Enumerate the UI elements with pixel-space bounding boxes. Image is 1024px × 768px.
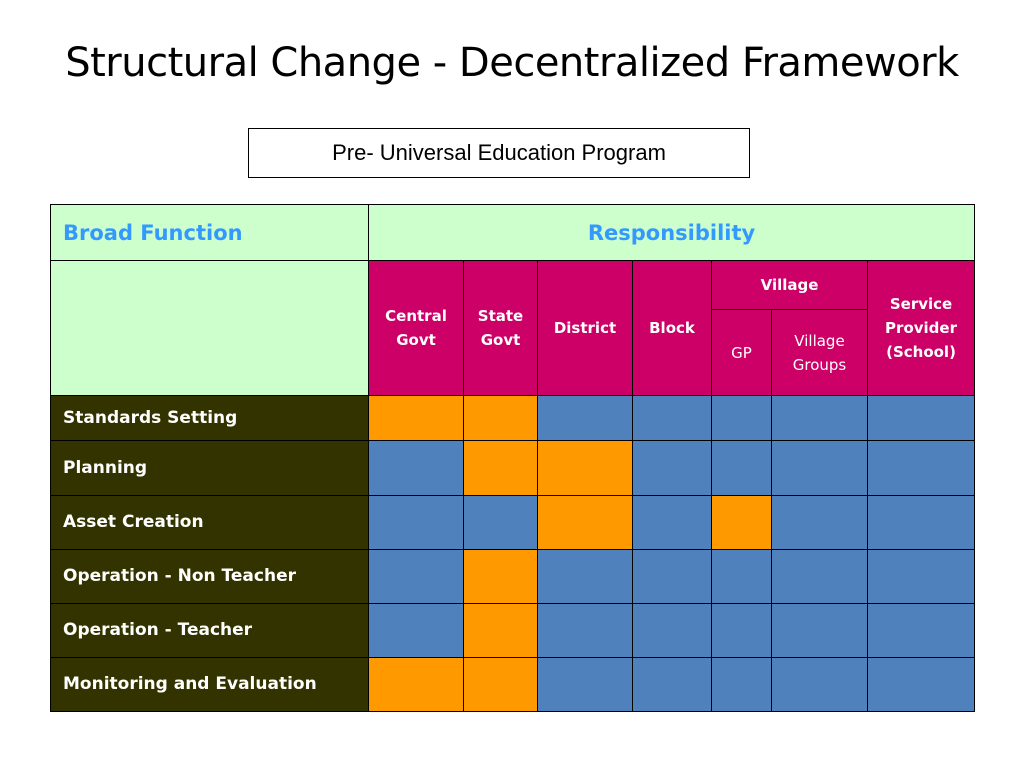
responsibility-cell-assigned — [537, 440, 633, 496]
program-label: Pre- Universal Education Program — [332, 140, 666, 165]
function-row: Operation - Teacher — [50, 602, 976, 658]
responsibility-cell-unassigned — [368, 494, 464, 550]
responsibility-cell-unassigned — [711, 440, 772, 496]
function-row: Monitoring and Evaluation — [50, 656, 976, 713]
responsibility-cell-unassigned — [368, 440, 464, 496]
responsibility-cell-unassigned — [866, 548, 976, 604]
responsibility-cell-assigned — [463, 395, 538, 442]
function-row: Standards Setting — [50, 395, 976, 442]
responsibility-cell-unassigned — [771, 494, 868, 550]
function-label: Monitoring and Evaluation — [50, 656, 369, 713]
responsibility-cell-unassigned — [771, 548, 868, 604]
responsibility-cell-unassigned — [537, 395, 633, 442]
function-label: Standards Setting — [50, 395, 369, 442]
responsibility-cell-unassigned — [632, 602, 712, 658]
program-label-box: Pre- Universal Education Program — [248, 128, 750, 178]
responsibility-cell-unassigned — [368, 602, 464, 658]
responsibility-cell-assigned — [463, 440, 538, 496]
responsibility-cell-unassigned — [711, 395, 772, 442]
responsibility-cell-assigned — [463, 656, 538, 713]
responsibility-cell-unassigned — [537, 548, 633, 604]
header-broad-function: Broad Function — [50, 203, 369, 262]
responsibility-cell-unassigned — [463, 494, 538, 550]
responsibility-cell-unassigned — [537, 656, 633, 713]
level-gp: GP — [711, 309, 772, 397]
responsibility-cell-assigned — [368, 395, 464, 442]
slide-title: Structural Change - Decentralized Framew… — [65, 40, 959, 86]
level-village: Village — [711, 260, 868, 311]
function-label: Operation - Teacher — [50, 602, 369, 658]
responsibility-cell-assigned — [463, 602, 538, 658]
responsibility-cell-unassigned — [771, 602, 868, 658]
responsibility-cell-unassigned — [866, 494, 976, 550]
responsibility-cell-unassigned — [632, 395, 712, 442]
responsibility-cell-unassigned — [866, 395, 976, 442]
function-row: Asset Creation — [50, 494, 976, 550]
responsibility-cell-assigned — [537, 494, 633, 550]
level-block: Block — [632, 260, 712, 397]
responsibility-cell-unassigned — [368, 548, 464, 604]
responsibility-cell-unassigned — [632, 548, 712, 604]
responsibility-cell-assigned — [463, 548, 538, 604]
responsibility-cell-unassigned — [632, 440, 712, 496]
function-label: Asset Creation — [50, 494, 369, 550]
function-label: Planning — [50, 440, 369, 496]
header-blank-cell — [50, 260, 369, 397]
responsibility-cell-unassigned — [771, 440, 868, 496]
responsibility-cell-unassigned — [537, 602, 633, 658]
function-label: Operation - Non Teacher — [50, 548, 369, 604]
level-district: District — [537, 260, 633, 397]
level-central-govt: Central Govt — [368, 260, 464, 397]
responsibility-cell-unassigned — [771, 395, 868, 442]
responsibility-cell-unassigned — [711, 656, 772, 713]
responsibility-cell-unassigned — [771, 656, 868, 713]
level-state-govt: State Govt — [463, 260, 538, 397]
responsibility-cell-assigned — [711, 494, 772, 550]
responsibility-matrix: Broad Function Responsibility Central Go… — [50, 203, 976, 713]
level-service-provider: Service Provider (School) — [866, 260, 976, 397]
header-responsibility: Responsibility — [367, 203, 976, 262]
responsibility-cell-unassigned — [866, 656, 976, 713]
level-village-groups: Village Groups — [771, 309, 868, 397]
responsibility-cell-unassigned — [866, 440, 976, 496]
responsibility-cell-unassigned — [866, 602, 976, 658]
responsibility-cell-unassigned — [632, 494, 712, 550]
responsibility-cell-assigned — [368, 656, 464, 713]
responsibility-cell-unassigned — [711, 548, 772, 604]
responsibility-cell-unassigned — [632, 656, 712, 713]
function-row: Planning — [50, 440, 976, 496]
responsibility-cell-unassigned — [711, 602, 772, 658]
function-row: Operation - Non Teacher — [50, 548, 976, 604]
